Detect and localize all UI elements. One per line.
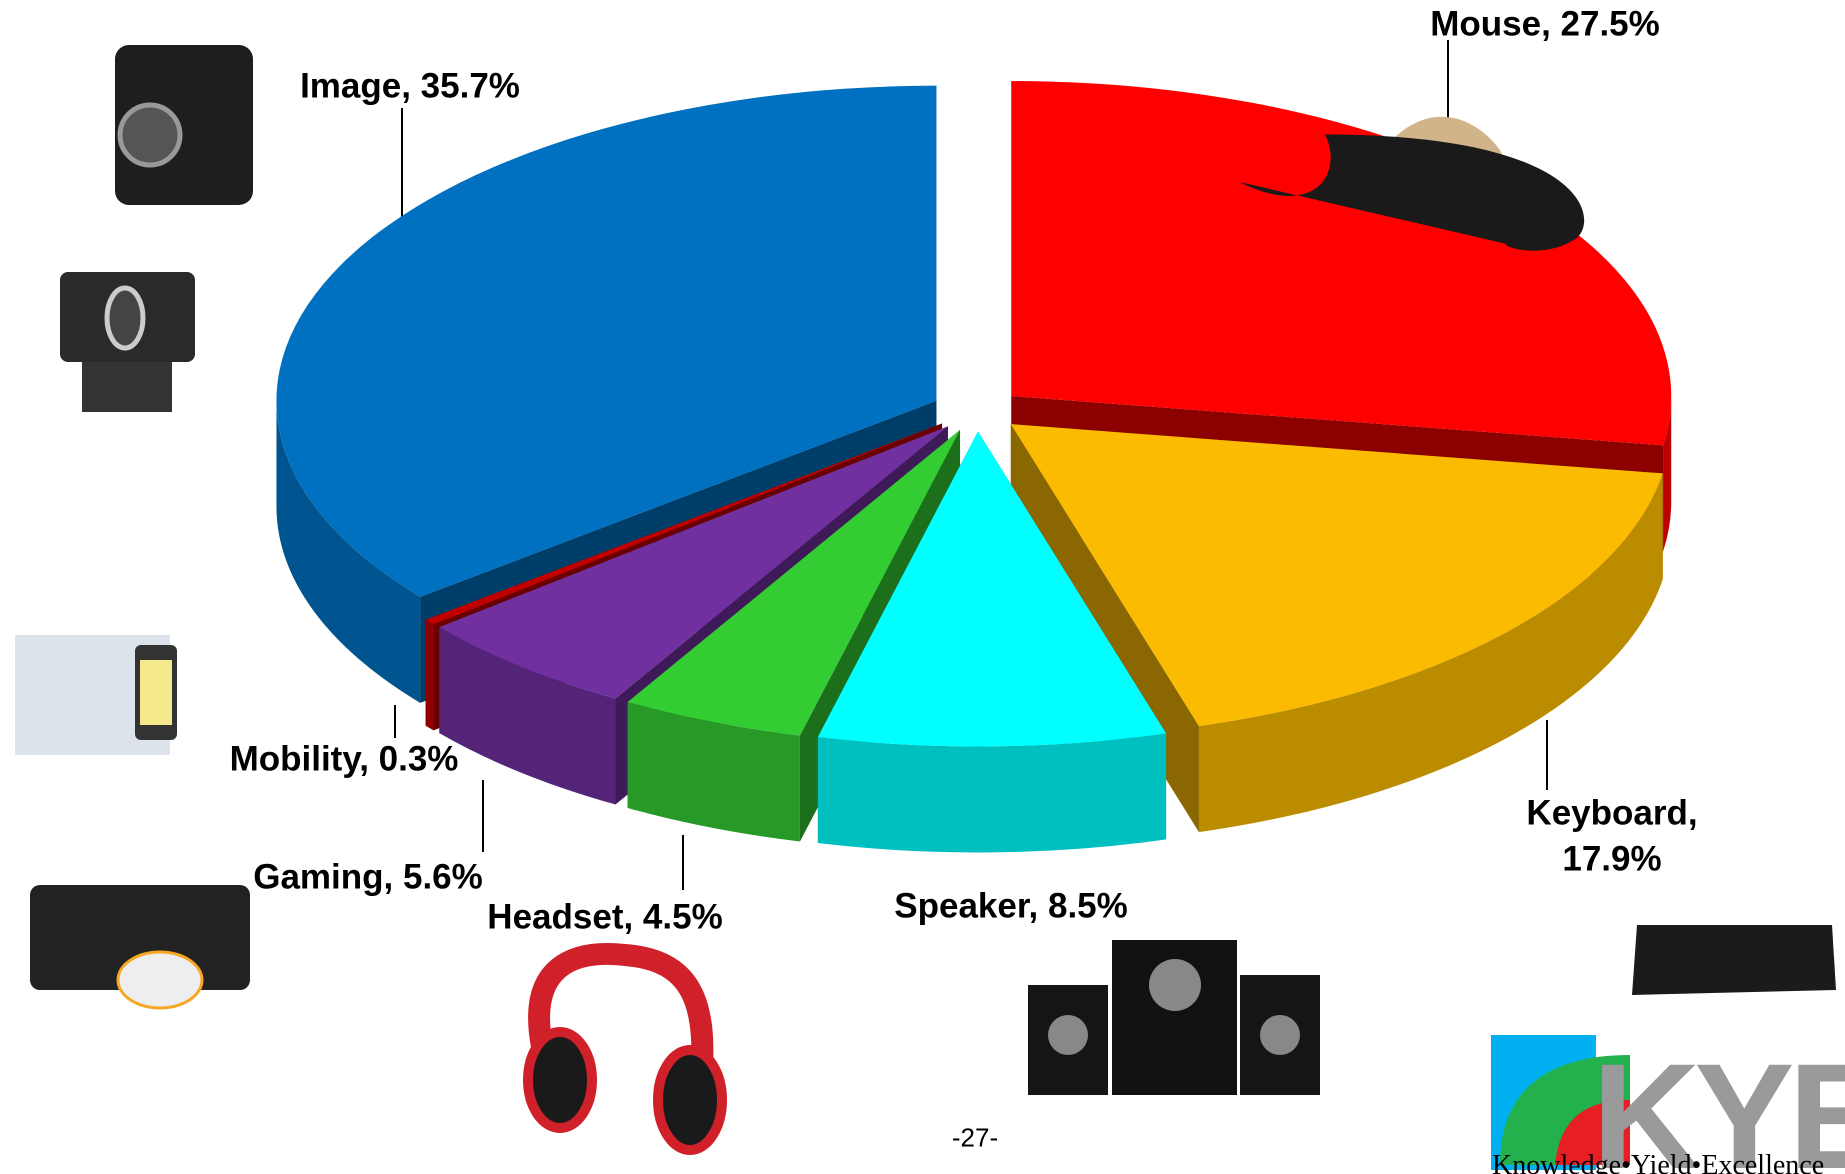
speaker-cone [1149, 959, 1201, 1011]
data-label: Speaker, 8.5% [894, 886, 1128, 926]
headset-cup [653, 1045, 727, 1155]
slice-outer-side [439, 627, 616, 805]
webcam-base [82, 362, 172, 412]
data-label: Headset, 4.5% [487, 897, 723, 937]
slice [817, 431, 1167, 747]
speaker-cone [1048, 1015, 1088, 1055]
slice-tops [276, 81, 1672, 747]
slice [439, 426, 948, 699]
slice [1010, 424, 1663, 727]
pie [276, 81, 1672, 853]
mouse-body [1239, 134, 1585, 251]
phone-screen [140, 660, 172, 725]
slice-outer-side [1198, 473, 1663, 833]
slice-outer-side [627, 702, 800, 842]
page-number: -27- [951, 1122, 999, 1153]
gaming-mouse [116, 950, 204, 1010]
data-label: Keyboard, 17.9% [1526, 793, 1698, 879]
data-label: Gaming, 5.6% [253, 857, 483, 897]
logo-mark [1555, 1100, 1630, 1165]
keyboard-image [1632, 925, 1836, 995]
data-label: Mouse, 27.5% [1430, 4, 1660, 44]
slice-outer-side [276, 400, 421, 703]
slice [627, 429, 961, 736]
data-label: Mobility, 0.3% [229, 739, 459, 779]
webcam-lens [104, 285, 146, 351]
slice [425, 423, 943, 625]
slice-outer-side [1663, 396, 1672, 552]
slice [276, 85, 937, 597]
headset-cup [523, 1027, 597, 1133]
slice-outer-side [817, 733, 1167, 853]
speaker-cone [1260, 1015, 1300, 1055]
dashcam-lens [117, 102, 183, 168]
product-images [15, 45, 1836, 1170]
slice-outer-side [425, 619, 434, 731]
headset-image [528, 942, 714, 1092]
logo-tagline: Knowledge•Yield•Excellence [1492, 1150, 1825, 1174]
logo-text: KYE [1592, 1032, 1845, 1174]
slice [1011, 81, 1672, 446]
data-label: Image, 35.7% [300, 66, 520, 106]
